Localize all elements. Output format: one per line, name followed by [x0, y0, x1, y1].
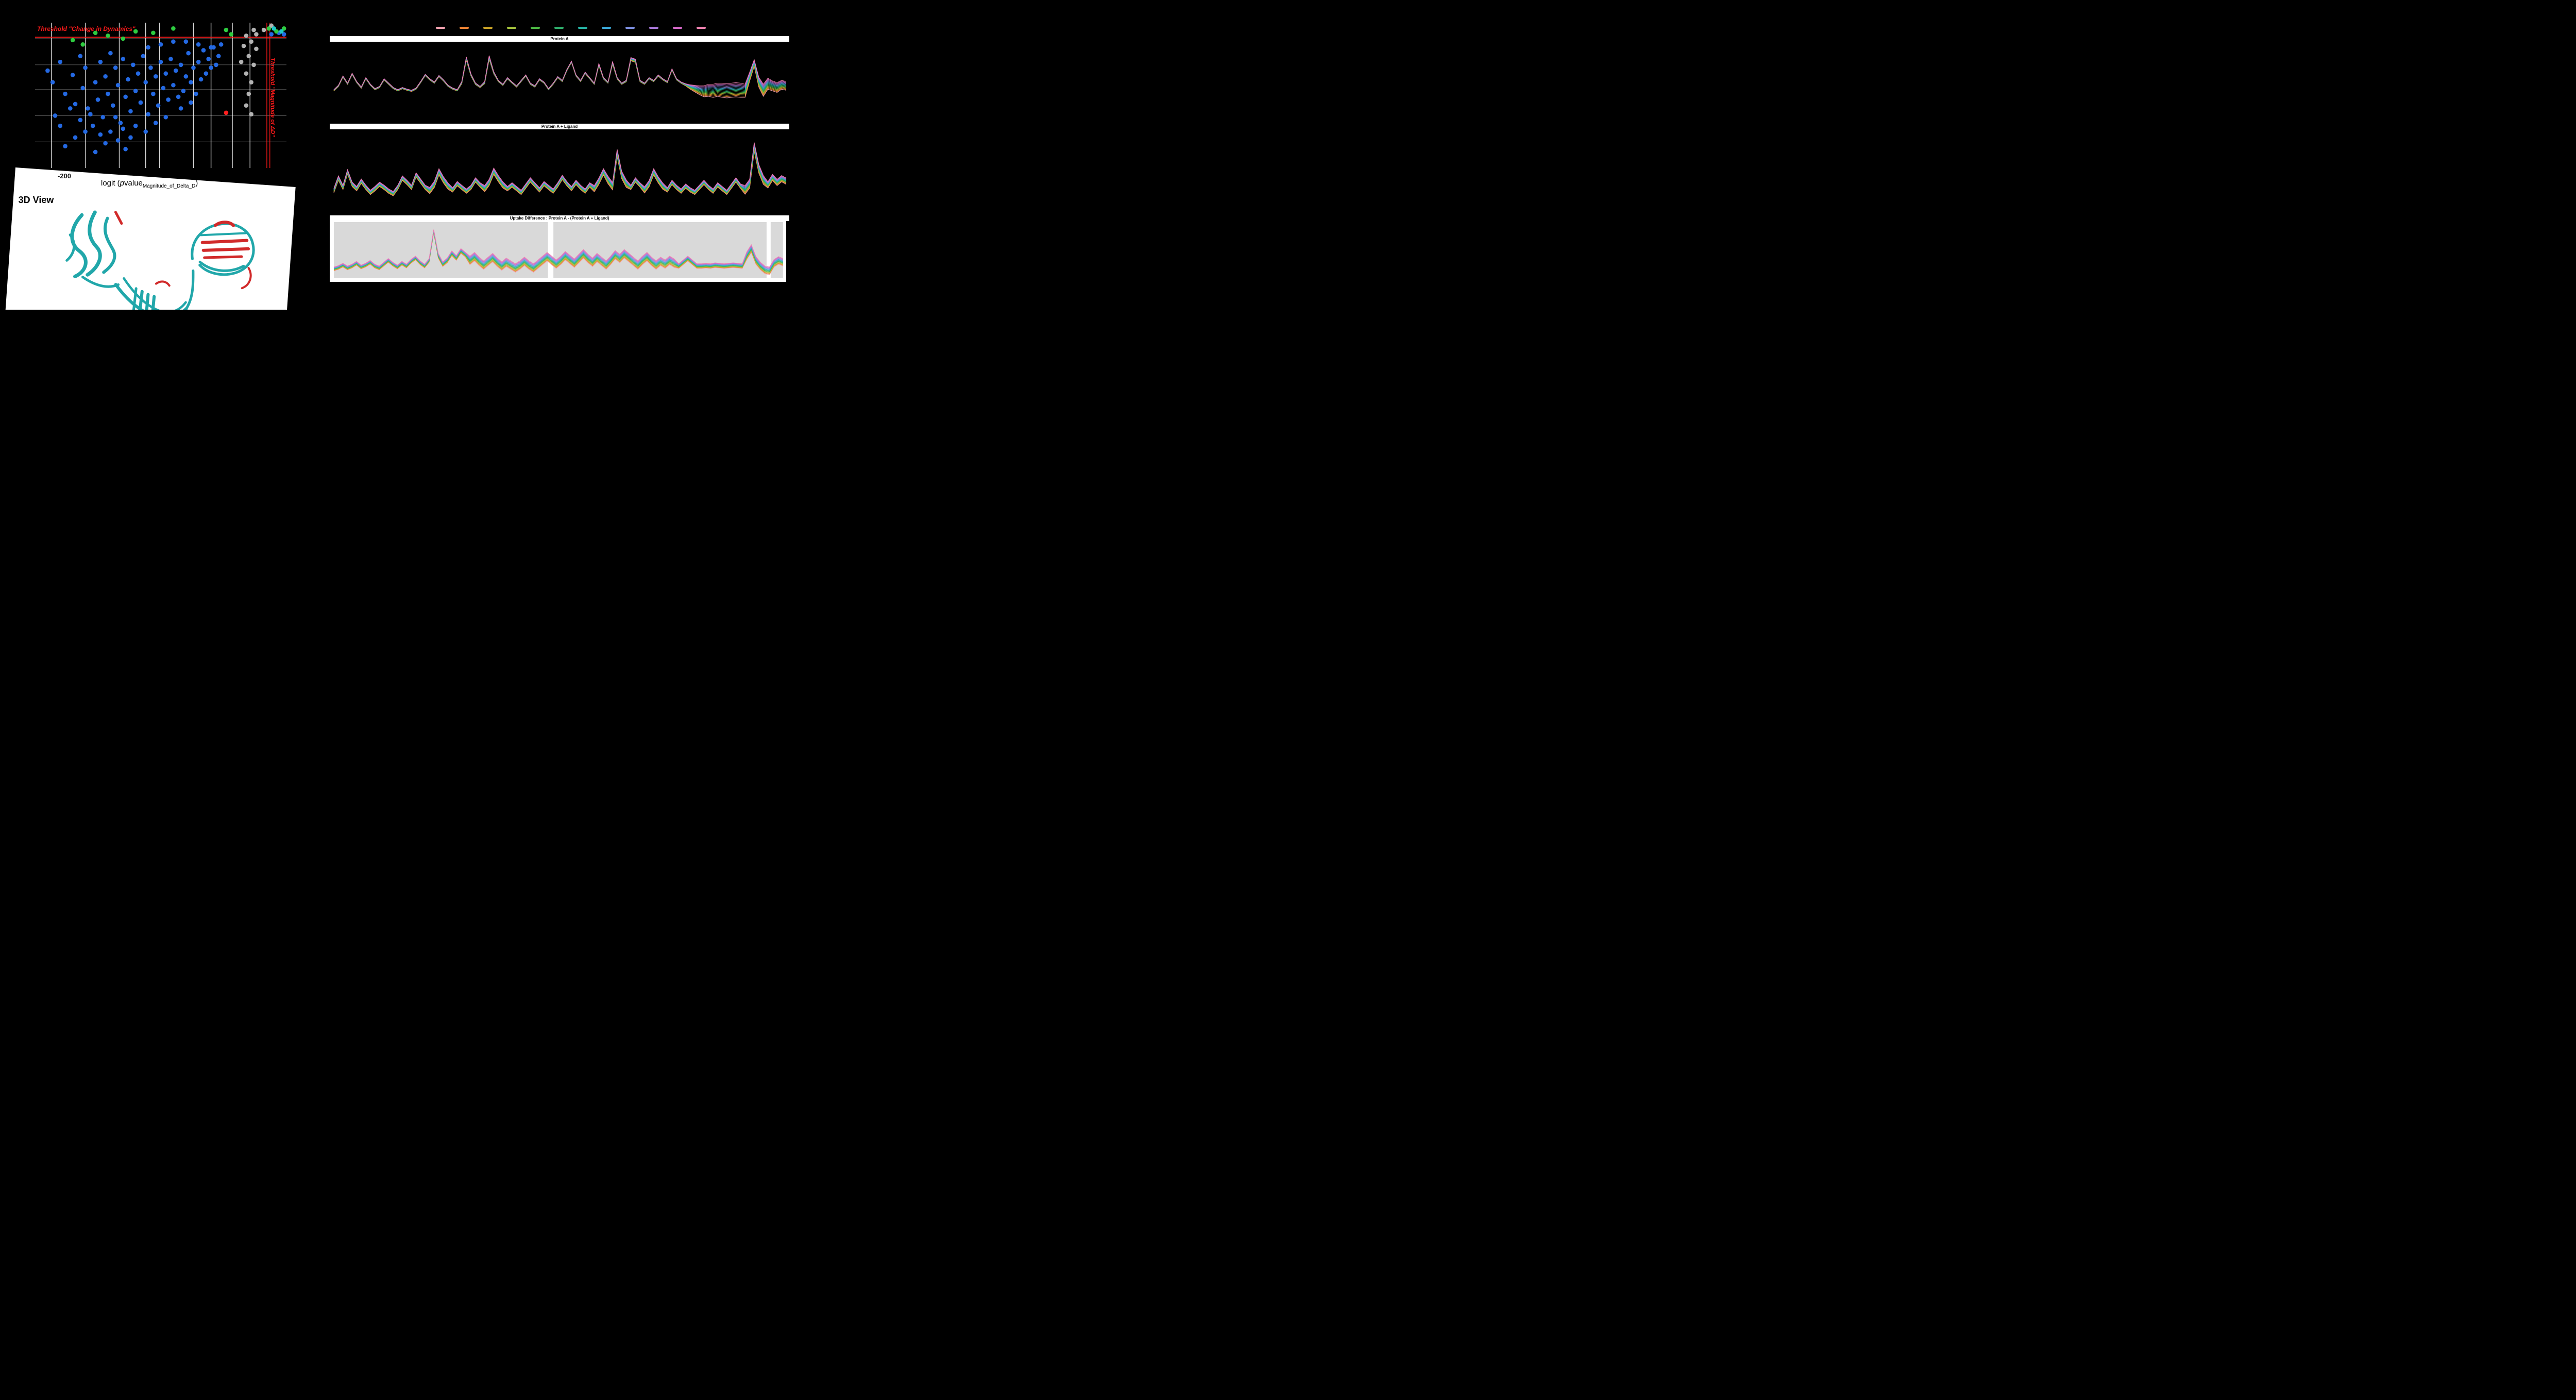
x-axis-title-value: value — [124, 179, 143, 188]
x-axis-tick: -200 — [58, 172, 72, 180]
red-highlight-center — [155, 280, 171, 287]
panel-header-protein-a-ligand: Protein A + Ligand — [330, 124, 789, 129]
legend-swatch-1[interactable] — [436, 27, 445, 29]
legend-swatch-2[interactable] — [460, 27, 469, 29]
legend-swatch-5[interactable] — [531, 27, 540, 29]
legend-swatch-6[interactable] — [554, 27, 564, 29]
red-strand-2 — [201, 247, 250, 252]
dashboard-canvas: Threshold "Change in Dynamics" Threshold… — [0, 0, 808, 310]
legend-swatch-3[interactable] — [483, 27, 493, 29]
panel-header-protein-a: Protein A — [330, 36, 789, 42]
legend-swatch-9[interactable] — [625, 27, 635, 29]
uptake-chart-protein-a-ligand[interactable] — [330, 129, 789, 213]
x-axis-title-prefix: logit ( — [101, 179, 120, 188]
x-axis-title-subscript: Magnitude_of_Delta_D — [142, 183, 196, 189]
legend-swatch-8[interactable] — [602, 27, 611, 29]
timepoint-legend — [436, 27, 706, 29]
uptake-chart-protein-a[interactable] — [330, 42, 789, 122]
x-axis-title-p: p — [120, 179, 125, 188]
threshold-change-in-dynamics-label: Threshold "Change in Dynamics" — [37, 25, 135, 32]
red-loop-top — [214, 221, 235, 227]
red-strand-1 — [200, 239, 249, 244]
legend-swatch-4[interactable] — [507, 27, 516, 29]
red-strand-3 — [203, 255, 243, 259]
volcano-plot[interactable] — [35, 23, 286, 168]
uptake-difference-chart[interactable] — [330, 221, 786, 282]
3d-view-card[interactable]: 3D View — [5, 167, 296, 310]
x-axis-title: logit (pvalueMagnitude_of_Delta_D) — [101, 179, 198, 189]
threshold-magnitude-label: Threshold "Magnitude of ΔD" — [269, 58, 276, 137]
protein-ribbon-svg[interactable] — [31, 183, 282, 310]
legend-swatch-10[interactable] — [649, 27, 658, 29]
red-highlight-left — [114, 211, 123, 225]
legend-swatch-7[interactable] — [578, 27, 587, 29]
panel-header-uptake-difference: Uptake Difference : Protein A - (Protein… — [330, 215, 789, 221]
legend-swatch-12[interactable] — [697, 27, 706, 29]
red-tail-right — [241, 267, 252, 290]
x-axis-title-suffix: ) — [195, 179, 198, 188]
legend-swatch-11[interactable] — [673, 27, 682, 29]
